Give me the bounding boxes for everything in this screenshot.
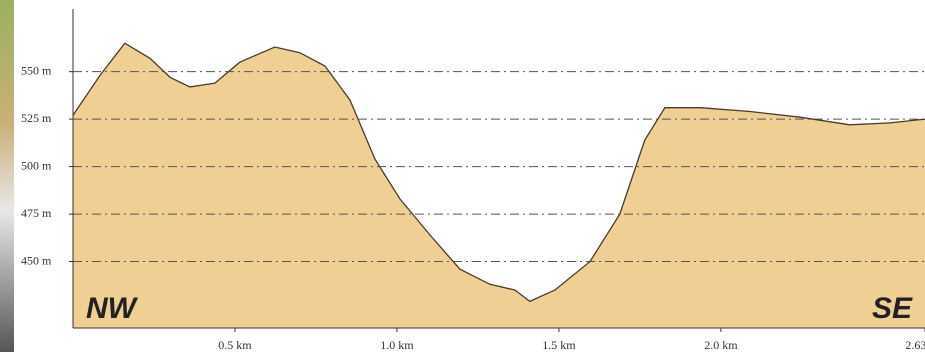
x-tick-label: 2.63 km	[905, 338, 925, 352]
y-tick-label: 450 m	[21, 253, 52, 267]
y-tick-label: 525 m	[21, 111, 52, 125]
side-photo	[0, 0, 14, 352]
x-tick-label: 0.5 km	[218, 338, 252, 352]
direction-label: NW	[86, 292, 139, 325]
x-tick-label: 1.0 km	[380, 338, 414, 352]
chart: 450 m 475 m 500 m 525 m 550 m 0.5 km 1.0 km 1.5…	[0, 0, 925, 352]
y-tick-label: 475 m	[21, 206, 52, 220]
x-tick-label: 2.0 km	[704, 338, 738, 352]
y-tick-label: 500 m	[21, 158, 52, 172]
elevation-area	[73, 43, 925, 328]
y-tick-label: 550 m	[21, 63, 52, 77]
x-tick-label: 1.5 km	[542, 338, 576, 352]
direction-label: SE	[872, 292, 913, 325]
